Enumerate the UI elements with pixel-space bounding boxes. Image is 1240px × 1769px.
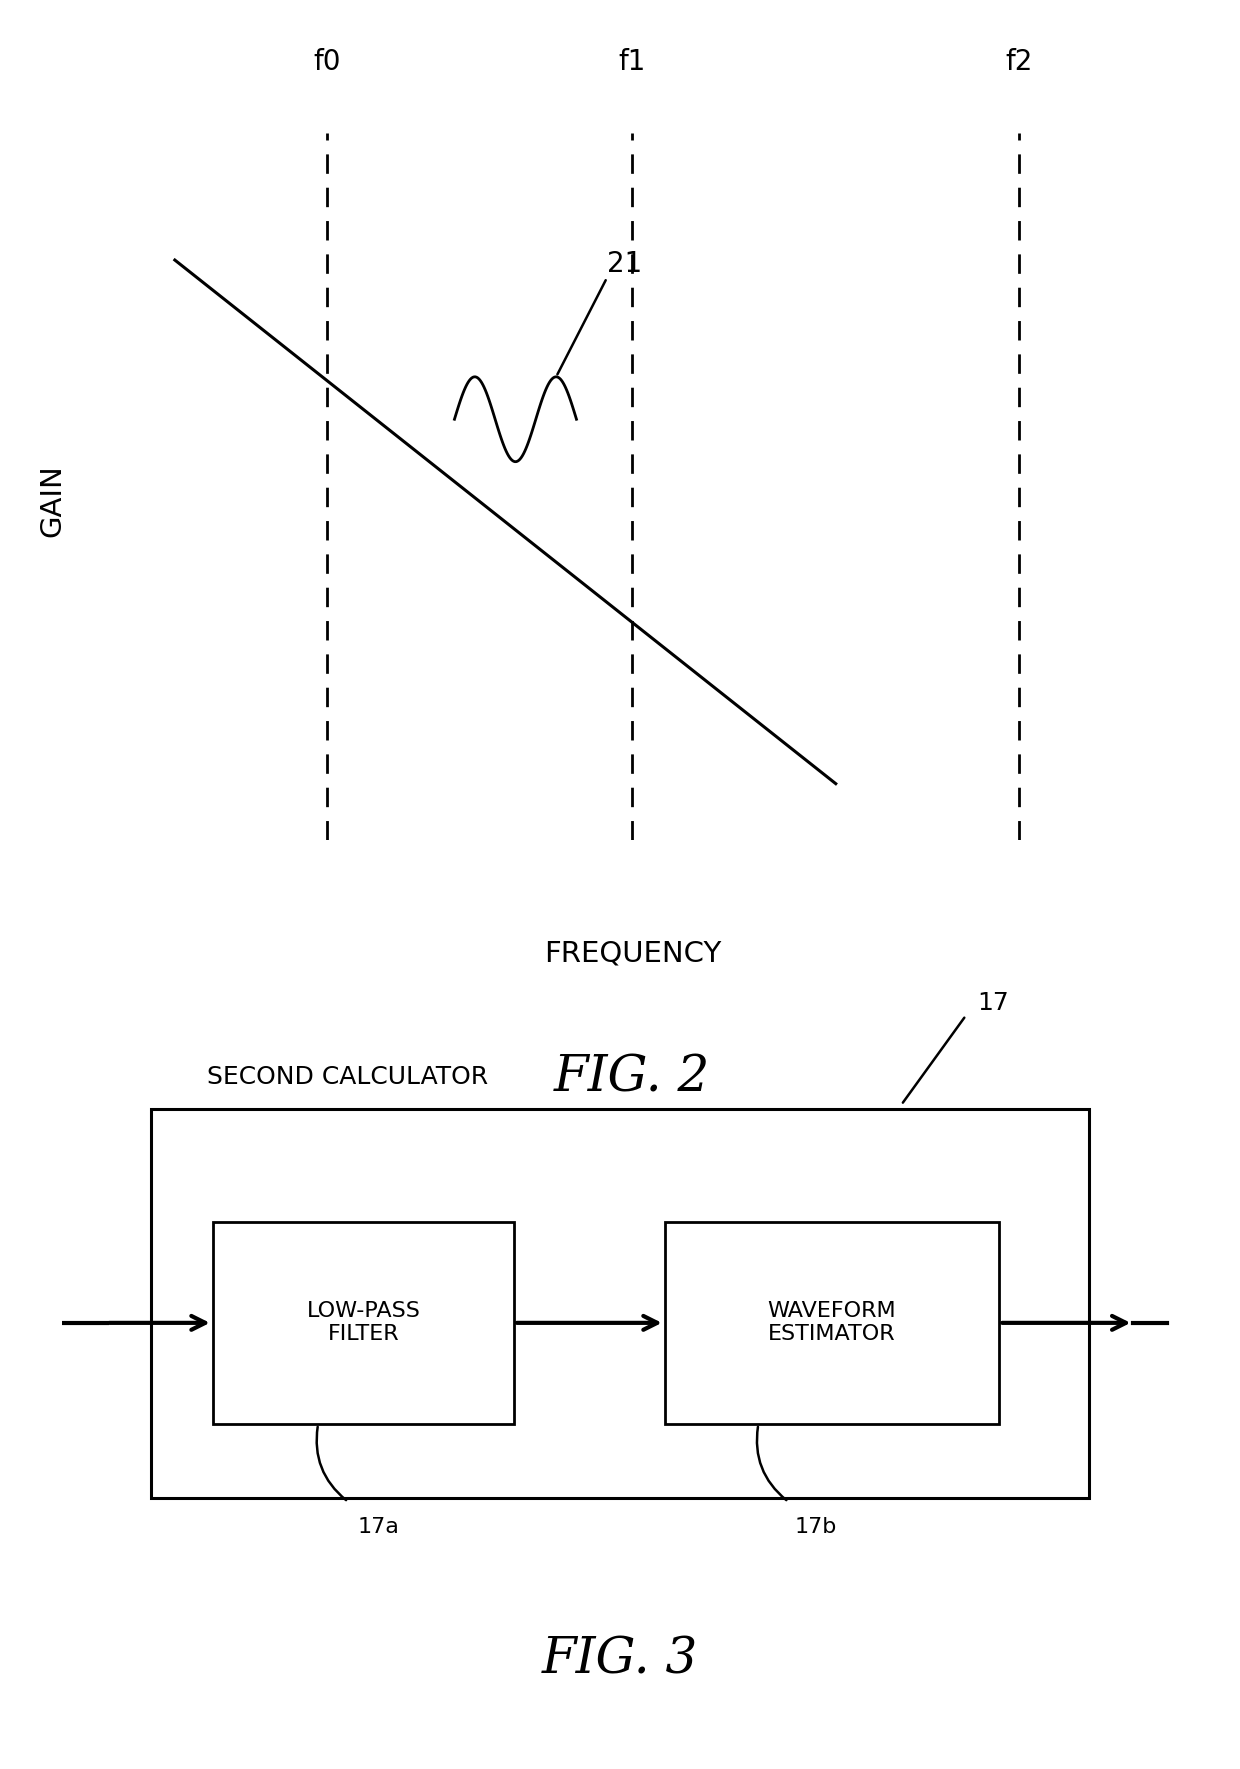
Text: f2: f2 [1006, 48, 1033, 76]
Bar [213, 1222, 515, 1424]
Text: GAIN: GAIN [38, 463, 67, 538]
Text: FIG. 2: FIG. 2 [554, 1053, 711, 1102]
Text: WAVEFORM
ESTIMATOR: WAVEFORM ESTIMATOR [768, 1302, 897, 1344]
Text: 21: 21 [608, 249, 642, 278]
Bar [665, 1222, 999, 1424]
Text: FREQUENCY: FREQUENCY [543, 939, 722, 968]
Text: 17a: 17a [357, 1518, 399, 1537]
Text: FIG. 3: FIG. 3 [542, 1635, 698, 1684]
Bar [151, 1109, 1089, 1498]
Text: 17: 17 [977, 991, 1009, 1015]
Text: LOW-PASS
FILTER: LOW-PASS FILTER [306, 1302, 420, 1344]
Text: 17b: 17b [794, 1518, 837, 1537]
Text: f0: f0 [314, 48, 341, 76]
Text: SECOND CALCULATOR: SECOND CALCULATOR [207, 1065, 489, 1090]
Text: f1: f1 [619, 48, 646, 76]
